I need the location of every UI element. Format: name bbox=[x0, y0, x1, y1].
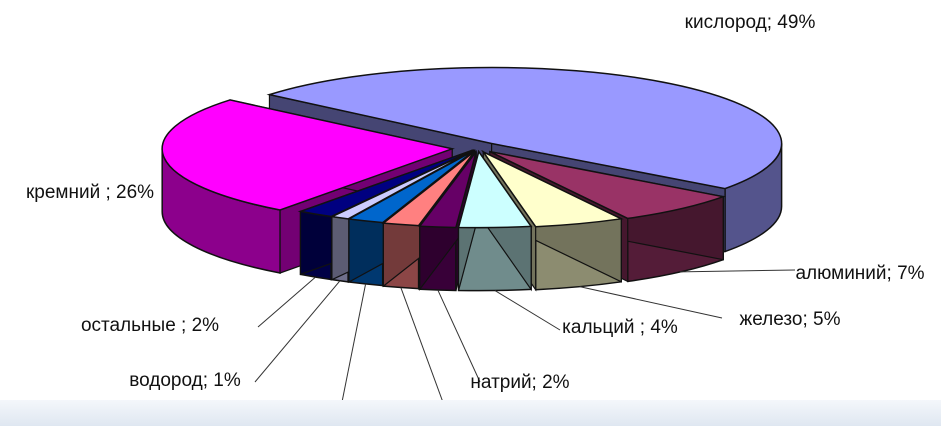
leader-line-железо bbox=[579, 286, 723, 319]
data-label-остальные: остальные ; 2% bbox=[81, 315, 219, 336]
data-label-кремний: кремний ; 26% bbox=[26, 182, 154, 203]
data-label-кислород: кислород; 49% bbox=[685, 12, 816, 33]
bottom-band bbox=[0, 400, 941, 426]
data-label-алюминий: алюминий; 7% bbox=[795, 263, 924, 284]
leader-line-остальные bbox=[257, 276, 316, 328]
data-label-натрий: натрий; 2% bbox=[470, 372, 569, 393]
leader-line-магний bbox=[339, 283, 367, 413]
slice-алюминий bbox=[489, 150, 727, 220]
leader-lines bbox=[254, 269, 796, 417]
slice-кислород bbox=[266, 66, 783, 190]
leader-line-водород bbox=[254, 280, 341, 383]
slice-кремний bbox=[161, 99, 455, 211]
slice-натрий bbox=[418, 151, 477, 229]
slice-остальные bbox=[297, 149, 473, 218]
slice-калий bbox=[381, 150, 476, 227]
slice-кальций bbox=[457, 149, 533, 229]
leader-line-натрий bbox=[437, 289, 481, 383]
data-label-кальций: кальций ; 4% bbox=[562, 317, 678, 338]
data-label-железо: железо; 5% bbox=[740, 309, 841, 330]
leader-line-кальций bbox=[494, 290, 561, 331]
leader-line-алюминий bbox=[680, 269, 796, 273]
data-label-водород: водород; 1% bbox=[129, 370, 241, 391]
slice-tops bbox=[161, 66, 783, 229]
slice-железо bbox=[481, 150, 624, 228]
leader-line-калий bbox=[400, 287, 449, 417]
